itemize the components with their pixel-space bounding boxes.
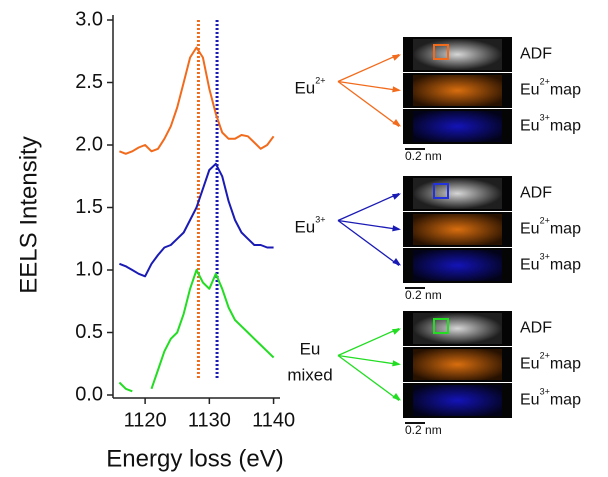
row-label-sup: 2+ <box>540 351 550 361</box>
image-content <box>413 313 502 344</box>
arrow <box>337 219 400 267</box>
arrow <box>337 327 400 357</box>
row-label-text: Eu <box>520 356 540 373</box>
x-tick-label: 1140 <box>252 409 295 431</box>
row-label: Eu2+map <box>520 216 581 238</box>
arrow <box>337 354 400 402</box>
row-label-suffix: map <box>550 392 581 409</box>
group-label-word: Eu <box>294 218 315 237</box>
arrow-head <box>392 193 401 200</box>
group-label-word: Eu <box>300 340 321 359</box>
row-label: ADF <box>520 320 552 337</box>
image-content <box>413 111 502 142</box>
x-tick-label: 1130 <box>188 409 231 431</box>
group-label-sup: 2+ <box>315 76 325 86</box>
arrow-head <box>392 360 401 367</box>
arrow <box>337 219 400 231</box>
arrow-head <box>392 257 401 266</box>
row-label-text: Eu <box>520 257 540 274</box>
arrow-head <box>392 86 401 93</box>
scale-label: 0.2 nm <box>405 423 442 437</box>
row-label-sup: 3+ <box>540 387 550 397</box>
image-content <box>413 214 502 245</box>
row-label-suffix: map <box>550 221 581 238</box>
image-content <box>413 250 502 281</box>
image-content <box>413 349 502 380</box>
y-axis-title: EELS Intensity <box>15 136 42 293</box>
y-tick-label: 0.5 <box>75 321 103 343</box>
arrow <box>337 53 400 83</box>
arrow-head <box>392 118 401 127</box>
image-content <box>413 385 502 416</box>
image-content <box>413 75 502 106</box>
row-label-sup: 2+ <box>540 216 550 226</box>
arrow-head <box>392 328 401 335</box>
y-tick-label: 3.0 <box>75 8 103 30</box>
row-label-suffix: map <box>550 82 581 99</box>
scale-label: 0.2 nm <box>405 149 442 163</box>
row-label-text: Eu <box>520 221 540 238</box>
image-content <box>413 39 502 70</box>
arrow <box>337 80 400 128</box>
selection-box <box>433 44 449 60</box>
x-axis-title: Energy loss (eV) <box>106 445 283 472</box>
row-label-text: ADF <box>520 185 552 202</box>
row-label: Eu2+map <box>520 351 581 373</box>
group-label-word: Eu <box>294 79 315 98</box>
row-label-text: ADF <box>520 320 552 337</box>
group-label: Eu2+ <box>294 76 325 98</box>
arrow-head <box>392 225 401 232</box>
group-label: Eu3+ <box>294 215 325 237</box>
row-label-sup: 3+ <box>540 113 550 123</box>
row-label-sup: 3+ <box>540 252 550 262</box>
group-label-word: mixed <box>287 366 332 385</box>
arrow <box>337 354 400 366</box>
arrow-head <box>392 54 401 61</box>
arrow-head <box>392 392 401 401</box>
line-series <box>119 46 275 155</box>
row-label: ADF <box>520 46 552 63</box>
x-tick-label: 1120 <box>124 409 167 431</box>
row-label-sup: 2+ <box>540 77 550 87</box>
y-tick-label: 1.5 <box>75 196 103 218</box>
row-label-text: Eu <box>520 82 540 99</box>
row-label: Eu3+map <box>520 252 581 274</box>
selection-box <box>433 183 449 199</box>
row-label-suffix: map <box>550 257 581 274</box>
row-label-text: ADF <box>520 46 552 63</box>
row-label: Eu2+map <box>520 77 581 99</box>
arrow <box>337 80 400 92</box>
row-label: Eu3+map <box>520 113 581 135</box>
group-label: Eu mixed <box>287 340 332 385</box>
row-label-text: Eu <box>520 118 540 135</box>
row-label-text: Eu <box>520 392 540 409</box>
row-label: Eu3+map <box>520 387 581 409</box>
row-label-suffix: map <box>550 356 581 373</box>
row-label-suffix: map <box>550 118 581 135</box>
scale-label: 0.2 nm <box>405 288 442 302</box>
y-tick-label: 2.5 <box>75 71 103 93</box>
line-series <box>119 162 274 278</box>
y-tick-label: 2.0 <box>75 133 103 155</box>
y-tick-label: 0.0 <box>75 383 103 405</box>
y-tick-label: 1.0 <box>75 258 103 280</box>
line-series <box>118 269 275 393</box>
group-label-sup: 3+ <box>315 215 325 225</box>
selection-box <box>433 318 449 334</box>
arrow <box>337 192 400 222</box>
image-content <box>413 178 502 209</box>
row-label: ADF <box>520 185 552 202</box>
